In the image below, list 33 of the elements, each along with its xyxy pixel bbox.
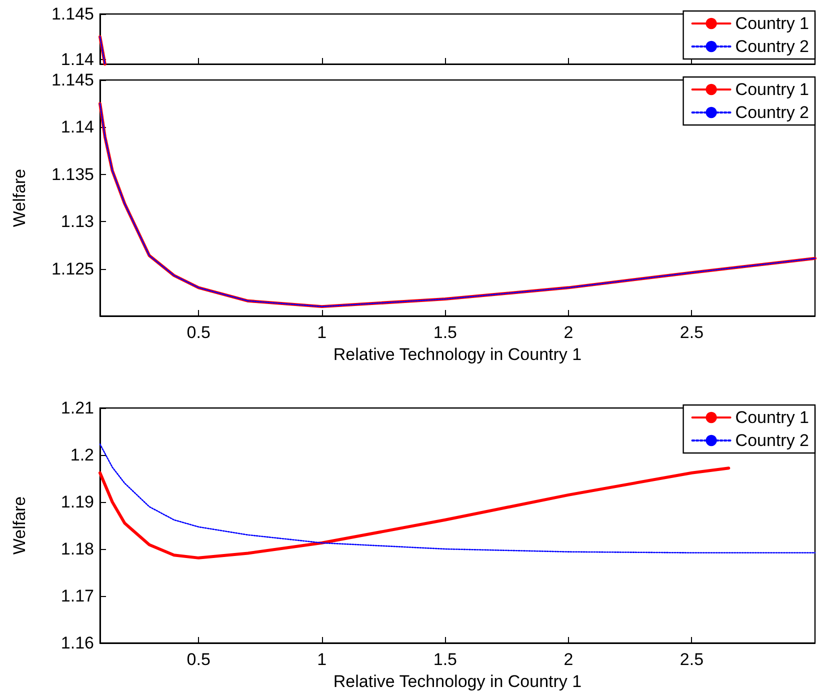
y-tick-label: 1.145: [51, 4, 94, 24]
y-axis-title: Welfare: [10, 496, 29, 555]
y-axis-title: Welfare: [10, 168, 29, 228]
y-tick-label: 1.14: [60, 50, 94, 69]
legend-label: Country 2: [735, 103, 809, 122]
y-tick-label: 1.17: [60, 586, 94, 606]
x-axis-title: Relative Technology in Country 1: [333, 344, 582, 364]
y-tick-label: 1.2: [70, 446, 94, 464]
y-tick-label: 1.145: [51, 70, 94, 90]
legend-label: Country 1: [735, 80, 809, 99]
x-axis-title: Relative Technology in Country 1: [333, 672, 582, 691]
x-tick-label: 2: [564, 650, 574, 669]
y-tick-label: 1.125: [51, 259, 94, 278]
x-tick-label: 1.5: [433, 650, 457, 669]
x-tick-label: 2.5: [680, 650, 704, 669]
legend-label: Country 2: [735, 37, 809, 56]
y-tick-label: 1.16: [60, 634, 94, 652]
x-tick-label: 0.5: [186, 323, 210, 342]
legend-label: Country 2: [735, 431, 809, 450]
y-tick-label: 1.135: [51, 164, 94, 184]
x-tick-label: 1: [317, 650, 327, 669]
x-tick-label: 1.5: [433, 323, 457, 342]
legend-label: Country 1: [735, 408, 809, 427]
y-tick-label: 1.21: [60, 398, 94, 418]
x-tick-label: 1: [317, 323, 327, 342]
x-tick-label: 0.5: [186, 650, 210, 669]
y-tick-label: 1.14: [60, 118, 94, 137]
x-tick-label: 2: [564, 323, 574, 342]
y-tick-label: 1.13: [60, 212, 94, 232]
y-tick-label: 1.19: [60, 492, 94, 512]
legend-label: Country 1: [735, 14, 809, 33]
x-tick-label: 2.5: [680, 323, 704, 342]
y-tick-label: 1.18: [60, 540, 94, 558]
